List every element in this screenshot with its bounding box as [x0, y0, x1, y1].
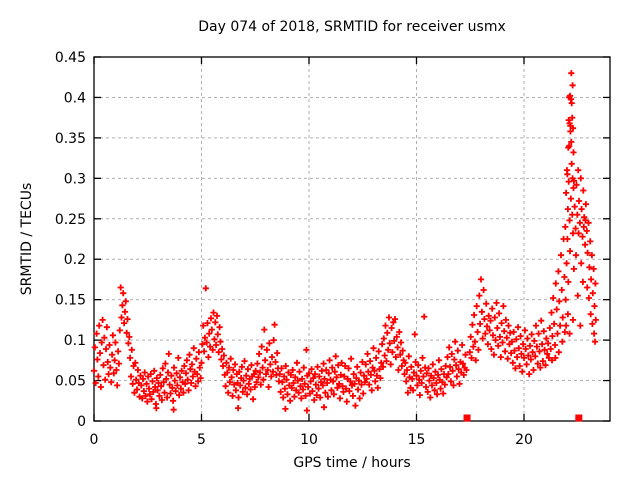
y-tick-label: 0.2: [64, 252, 86, 268]
y-tick-label: 0: [77, 414, 86, 430]
x-axis-label: GPS time / hours: [293, 455, 410, 471]
y-tick-label: 0.35: [55, 131, 86, 147]
plot-border: [93, 56, 611, 422]
y-tick-label: 0.3: [64, 171, 86, 187]
x-tick-label: 20: [515, 432, 533, 448]
scatter-points-srmtid: [90, 70, 599, 414]
y-tick-label: 0.4: [64, 90, 86, 106]
y-tick-label: 0.25: [55, 212, 86, 228]
x-tick-label: 10: [300, 432, 318, 448]
y-tick-label: 0.45: [55, 50, 86, 66]
axis-square-marker: [463, 414, 471, 422]
plot-area: 0 5 10 15 20 0 0.05 0.1 0.15 0.2 0.25 0.3 0.35 0.4 0.4…: [55, 50, 611, 448]
y-tick-label: 0.1: [64, 333, 86, 349]
y-tick-label: 0.05: [55, 374, 86, 390]
y-tick-label: 0.15: [55, 293, 86, 309]
axis-square-marker: [575, 414, 583, 422]
chart-title: Day 074 of 2018, SRMTID for receiver usm…: [198, 19, 506, 35]
x-tick-label: 0: [90, 432, 99, 448]
x-tick-label: 5: [197, 432, 206, 448]
x-tick-label: 15: [408, 432, 426, 448]
y-axis-label: SRMTID / TECUs: [19, 183, 35, 296]
